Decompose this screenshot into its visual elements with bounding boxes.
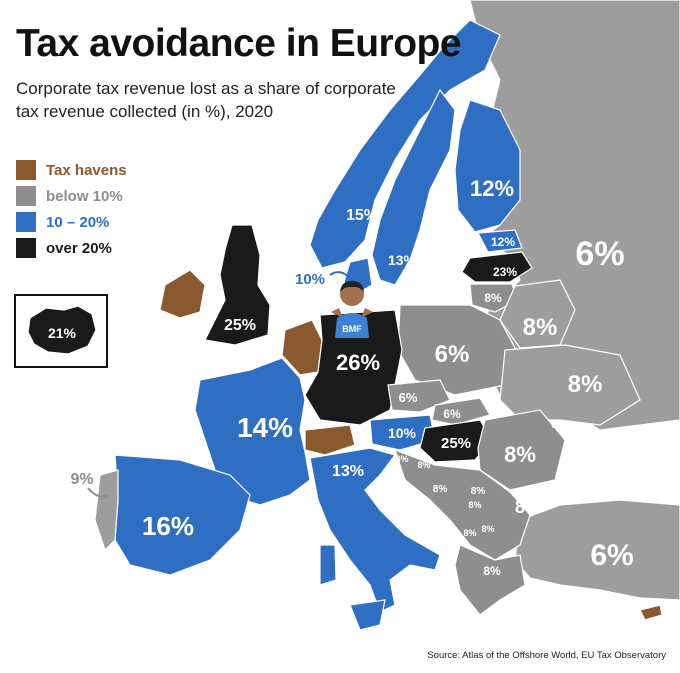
label-north-macedonia: 8% (481, 524, 494, 534)
label-czechia: 6% (399, 390, 418, 405)
label-romania: 8% (504, 442, 536, 467)
slovakia-region (431, 397, 491, 426)
legend-swatch (16, 238, 36, 258)
bmf-label: BMF (342, 324, 362, 334)
map-title: Tax avoidance in Europe (16, 22, 462, 65)
label-slovakia: 6% (443, 407, 461, 421)
ukraine-region (499, 344, 641, 426)
legend-swatch (16, 212, 36, 232)
label-slovenia: 8% (395, 454, 408, 464)
label-finland: 12% (470, 176, 514, 201)
hungary-region (419, 419, 493, 463)
label-italy: 13% (332, 463, 364, 480)
label-russia: 6% (575, 235, 624, 273)
latvia-region (461, 251, 533, 283)
label-uk: 25% (224, 317, 256, 334)
label-moldova: 8% (551, 420, 564, 430)
sardinia-region (319, 544, 337, 586)
shrug-person-emoji: BMF (331, 281, 373, 338)
label-denmark: 10% (295, 271, 325, 288)
switzerland-region (304, 424, 356, 456)
legend-item-below-10: below 10% (16, 183, 127, 209)
label-iceland: 21% (48, 325, 77, 341)
label-norway: 15% (346, 207, 378, 224)
legend: Tax havens below 10% 10 – 20% over 20% (16, 157, 127, 261)
italy-region (309, 447, 441, 613)
label-montenegro: 8% (468, 500, 481, 510)
legend-label: over 20% (46, 239, 112, 257)
sweden-region (371, 88, 456, 286)
label-greece: 8% (483, 564, 501, 578)
legend-label: 10 – 20% (46, 213, 110, 231)
label-hungary: 25% (441, 435, 471, 452)
denmark-pointer (329, 271, 351, 279)
label-lithuania: 8% (484, 291, 502, 305)
label-sweden: 13% (388, 252, 417, 268)
label-croatia: 8% (417, 460, 430, 470)
legend-label: below 10% (46, 187, 123, 205)
label-baltic-center: 6% (435, 341, 470, 368)
finland-region (454, 99, 521, 233)
label-germany: 26% (336, 350, 380, 375)
label-portugal: 9% (70, 471, 93, 488)
turkey-region (514, 499, 680, 601)
romania-region (477, 409, 566, 491)
label-bulgaria: 8% (515, 497, 541, 517)
greece-region (454, 544, 526, 616)
sicily-region (349, 599, 386, 631)
iceland-region (27, 305, 97, 355)
legend-swatch (16, 186, 36, 206)
label-bosnia: 8% (433, 484, 448, 495)
portugal-region (94, 469, 119, 552)
label-spain: 16% (142, 511, 194, 541)
legend-item-tax-havens: Tax havens (16, 157, 127, 183)
france-region (194, 357, 311, 506)
label-belarus: 8% (568, 371, 603, 398)
legend-item-over-20: over 20% (16, 235, 127, 261)
iceland-inset: 21% (14, 294, 108, 368)
ireland-region (159, 269, 206, 319)
portugal-pointer (87, 487, 109, 498)
label-serbia: 8% (471, 486, 486, 497)
balkans-region (394, 448, 531, 561)
label-austria: 10% (388, 425, 417, 441)
cyprus-region (639, 604, 663, 621)
legend-item-10-20: 10 – 20% (16, 209, 127, 235)
germany-region (304, 309, 403, 426)
iceland-map: 21% (27, 305, 97, 355)
norway-region (309, 19, 501, 269)
map-subtitle: Corporate tax revenue lost as a share of… (16, 79, 396, 121)
legend-swatch (16, 160, 36, 180)
label-estonia: 12% (491, 235, 515, 249)
legend-label: Tax havens (46, 161, 127, 179)
source-note: Source: Atlas of the Offshore World, EU … (427, 650, 666, 661)
label-latvia: 23% (493, 265, 517, 279)
austria-region (369, 414, 436, 451)
label-france: 14% (237, 412, 293, 443)
label-turkey: 6% (590, 539, 633, 572)
label-poland: 8% (523, 314, 558, 341)
uk-region (204, 224, 271, 346)
label-albania: 8% (463, 528, 476, 538)
estonia-region (477, 229, 523, 253)
